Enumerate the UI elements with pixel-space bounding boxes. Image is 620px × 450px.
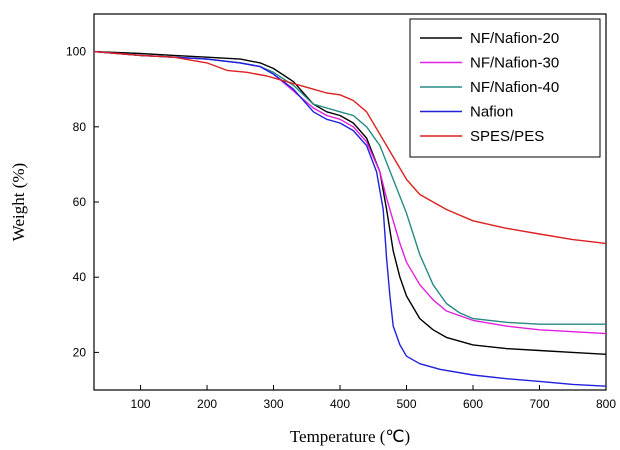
y-axis-title: Weight (%) — [9, 163, 28, 241]
legend-box — [409, 18, 601, 158]
x-tick-label: 300 — [264, 397, 284, 411]
x-axis-title: Temperature (℃) — [290, 427, 410, 446]
x-tick-label: 500 — [397, 397, 417, 411]
legend-label: Nafion — [470, 104, 513, 121]
series-line-3 — [93, 50, 607, 387]
x-tick-label: 600 — [463, 397, 483, 411]
y-tick-label: 80 — [73, 120, 87, 134]
legend: NF/Nafion-20 NF/Nafion-30 NF/Nafion-40 Nafi… — [409, 18, 601, 158]
x-tick-label: 100 — [131, 397, 151, 411]
series-line-4 — [93, 50, 607, 245]
y-tick-label: 20 — [73, 345, 87, 359]
x-axis-ticks: 100 200 300 400 500 600 700 800 — [131, 385, 616, 411]
legend-label: NF/Nafion-30 — [470, 55, 559, 72]
y-tick-label: 60 — [73, 195, 87, 209]
x-tick-label: 400 — [330, 397, 350, 411]
legend-label: SPES/PES — [470, 128, 544, 145]
y-axis-ticks: 20 40 60 80 100 — [66, 45, 99, 359]
x-tick-label: 700 — [529, 397, 549, 411]
legend-label: NF/Nafion-20 — [470, 30, 559, 47]
y-tick-label: 100 — [66, 45, 86, 59]
legend-label: NF/Nafion-40 — [470, 79, 559, 96]
x-tick-label: 200 — [197, 397, 217, 411]
y-tick-label: 40 — [73, 270, 87, 284]
series-line-0 — [93, 50, 607, 355]
series-lines — [93, 50, 607, 387]
x-tick-label: 800 — [596, 397, 616, 411]
